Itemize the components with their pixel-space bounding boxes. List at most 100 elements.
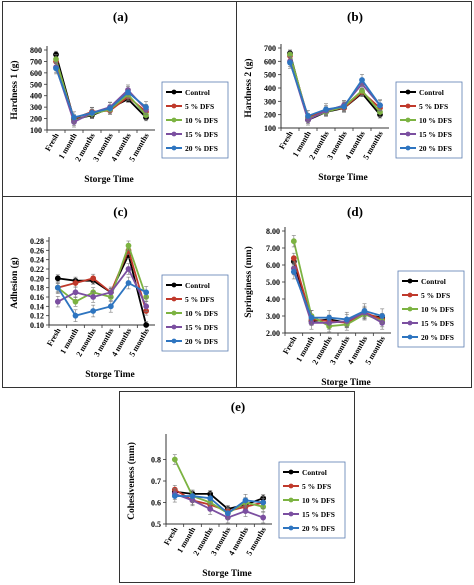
series-line-3 — [174, 493, 264, 519]
legend-swatch-marker — [407, 334, 413, 340]
legend-label: 15 % DFS — [421, 319, 454, 328]
panel-label: (d) — [347, 204, 363, 219]
legend-swatch-marker — [171, 117, 177, 123]
y-tick-label: 400 — [30, 92, 42, 101]
y-tick-label: 800 — [30, 46, 42, 55]
data-point — [189, 493, 196, 499]
data-point — [308, 314, 315, 321]
y-tick-label: 100 — [30, 126, 42, 135]
legend-label: 5 % DFS — [419, 102, 448, 111]
series-line-4 — [292, 271, 383, 321]
chart-c: (c) 0.100.120.140.160.180.200.220.240.260… — [9, 204, 229, 380]
series-line-3 — [292, 268, 383, 324]
panel-label: (b) — [347, 9, 363, 24]
x-axis-title: Storge Time — [85, 370, 135, 380]
legend-swatch-marker — [171, 310, 177, 316]
y-tick-label: 300 — [264, 97, 276, 106]
legend-label: 20 % DFS — [419, 144, 452, 153]
y-tick-label: 0.6 — [151, 499, 161, 508]
data-point — [53, 65, 59, 72]
series-line-2 — [55, 58, 147, 123]
data-point — [90, 294, 97, 300]
y-tick-label: 600 — [264, 57, 276, 66]
data-point — [343, 316, 350, 323]
y-tick-label: 3.00 — [266, 312, 280, 321]
data-point — [207, 495, 214, 502]
legend-swatch-marker — [171, 89, 177, 95]
data-point — [260, 499, 267, 506]
legend-swatch-marker — [407, 306, 413, 312]
data-point — [90, 275, 97, 282]
data-point — [242, 508, 249, 514]
y-tick-label: 0.8 — [151, 456, 161, 465]
data-point — [143, 289, 150, 296]
legend-swatch-marker — [171, 324, 177, 330]
data-point — [125, 266, 132, 272]
y-tick-label: 0.14 — [30, 302, 44, 311]
legend-label: 15 % DFS — [419, 130, 452, 139]
data-point — [207, 506, 214, 512]
legend-label: 15 % DFS — [185, 130, 218, 139]
y-tick-label: 700 — [30, 57, 42, 66]
data-point — [143, 303, 150, 310]
data-point — [287, 59, 293, 66]
data-point — [107, 303, 114, 310]
legend-label: Control — [185, 281, 210, 290]
legend-swatch-marker — [171, 145, 177, 151]
panel-b: (b) 100 200 300 400 500 600 700 Fresh 1 month 2 mo… — [236, 1, 472, 197]
x-tick-label: Fresh — [281, 334, 299, 356]
data-point — [359, 77, 365, 83]
data-point — [377, 102, 383, 109]
y-tick-label: 600 — [30, 69, 42, 78]
panel-label: (a) — [113, 9, 128, 24]
legend-label: 15 % DFS — [302, 510, 335, 519]
y-tick-label: 0.18 — [30, 284, 44, 293]
y-axis-title: Hardness 1 (g) — [9, 60, 20, 119]
y-tick-label: 100 — [264, 124, 276, 133]
series-line-2 — [174, 459, 264, 515]
y-tick-label: 0.22 — [30, 265, 44, 274]
legend-label: 5 % DFS — [421, 291, 450, 300]
data-point — [143, 322, 150, 328]
data-point — [54, 298, 61, 305]
legend-swatch-marker — [405, 117, 411, 123]
legend-label: 20 % DFS — [185, 337, 218, 346]
y-tick-label: 0.7 — [151, 477, 161, 486]
series-line-4 — [55, 67, 147, 119]
data-point — [326, 314, 333, 321]
legend-swatch-marker — [171, 131, 177, 137]
legend-swatch-marker — [405, 103, 411, 109]
data-point — [323, 106, 329, 113]
y-tick-label: 7.00 — [266, 244, 280, 253]
y-tick-label: 200 — [30, 115, 42, 124]
legend-swatch-marker — [288, 469, 294, 475]
data-point — [305, 113, 311, 119]
x-axis-title: Storge Time — [321, 378, 371, 388]
data-point — [260, 514, 267, 521]
legend-label: Control — [419, 88, 444, 97]
legend-swatch-marker — [171, 338, 177, 344]
legend-label: 10 % DFS — [302, 496, 335, 505]
y-tick-label: 300 — [30, 103, 42, 112]
data-point — [54, 284, 61, 291]
data-point — [53, 56, 59, 63]
legend-swatch-marker — [407, 278, 413, 284]
x-tick-label: Fresh — [162, 525, 180, 547]
legend-label: 20 % DFS — [421, 333, 454, 342]
data-point — [171, 456, 178, 463]
legend-label: 5 % DFS — [302, 482, 331, 491]
y-tick-label: 5.00 — [266, 278, 280, 287]
y-tick-label: 400 — [264, 84, 276, 93]
legend-label: Control — [185, 88, 210, 97]
y-tick-label: 0.16 — [30, 293, 44, 302]
legend-swatch-marker — [405, 131, 411, 137]
series-line-4 — [174, 495, 264, 515]
legend-swatch-marker — [407, 320, 413, 326]
y-tick-label: 0.26 — [30, 246, 44, 255]
data-point — [125, 242, 132, 249]
data-point — [72, 312, 79, 319]
series-line-2 — [292, 240, 383, 328]
panel-label: (e) — [231, 399, 245, 414]
